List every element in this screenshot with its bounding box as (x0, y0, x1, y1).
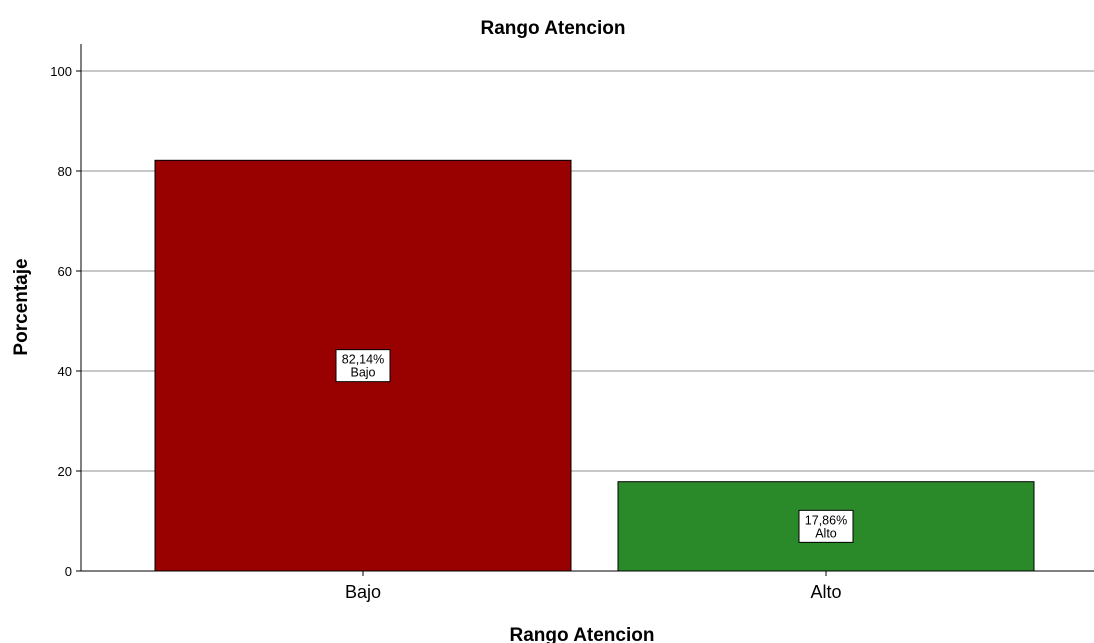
y-axis-title: Porcentaje (11, 258, 32, 355)
data-label-category: Bajo (350, 366, 375, 380)
x-axis: Bajo Alto (81, 570, 1094, 602)
data-label: 82,14%Bajo (335, 349, 391, 383)
data-label: 17,86%Alto (798, 509, 854, 543)
x-tick-label: Bajo (345, 582, 381, 602)
data-labels: 82,14%Bajo 17,86%Alto (335, 349, 854, 543)
x-axis-title: Rango Atencion (510, 625, 655, 643)
data-label-box (335, 349, 391, 383)
chart-title: Rango Atencion (481, 18, 626, 39)
y-axis: 0 20 40 60 80 100 (50, 44, 82, 579)
data-label-category: Alto (815, 526, 837, 540)
data-label-value: 82,14% (342, 353, 384, 367)
data-label-box (798, 509, 854, 543)
x-tick-label: Alto (810, 582, 841, 602)
y-tick-label: 80 (58, 164, 72, 179)
y-tick-label: 40 (58, 364, 72, 379)
bars (154, 159, 1035, 572)
y-tick-label: 0 (65, 564, 72, 579)
y-tick-label: 60 (58, 264, 72, 279)
y-tick-label: 100 (50, 64, 72, 79)
data-label-value: 17,86% (805, 513, 847, 527)
y-tick-label: 20 (58, 464, 72, 479)
